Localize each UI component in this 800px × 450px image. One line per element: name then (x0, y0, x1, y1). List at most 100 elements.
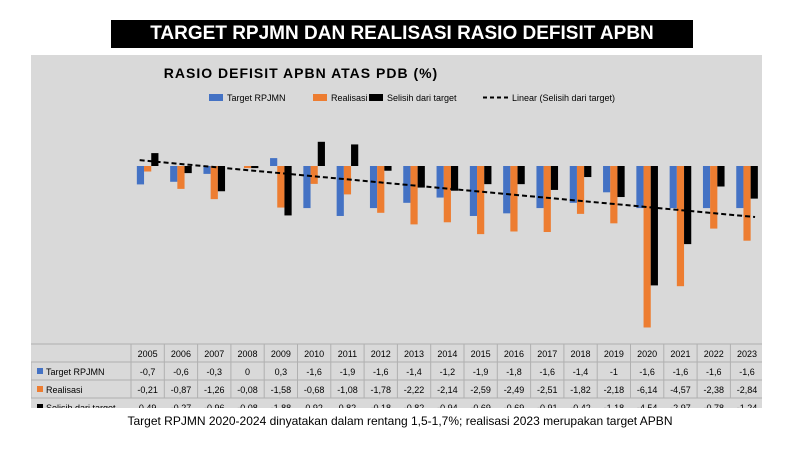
chart-legend: Target RPJMN Realisasi Selisih dari target… (209, 93, 615, 103)
data-label-selisih-dari-target-2010: 0,92 (305, 403, 323, 408)
bar-selisih-dari-target-2018 (584, 166, 592, 178)
bar-realisasi-2020 (643, 166, 651, 328)
data-label-selisih-dari-target-2021: -2,97 (670, 403, 691, 408)
data-label-realisasi-2011: -1,08 (337, 385, 358, 395)
bar-selisih-dari-target-2017 (550, 166, 559, 190)
bar-target-rpjmn-2022 (702, 166, 711, 209)
bar-realisasi-2006 (177, 166, 185, 189)
bar-target-rpjmn-2007 (203, 166, 211, 174)
data-label-selisih-dari-target-2018: -0,42 (570, 403, 591, 408)
data-label-selisih-dari-target-2006: -0,27 (171, 403, 192, 408)
data-label-realisasi-2013: -2,22 (404, 385, 425, 395)
data-label-realisasi-2018: -1,82 (570, 385, 591, 395)
bar-realisasi-2005 (144, 166, 152, 172)
data-label-target-rpjmn-2012: -1,6 (373, 367, 389, 377)
legend-swatch-realisasi (313, 94, 327, 101)
table-row-label-selisih-dari-target: Selisih dari target (46, 403, 116, 408)
bar-selisih-dari-target-2010 (317, 141, 325, 166)
bar-realisasi-2007 (210, 166, 218, 200)
data-label-realisasi-2012: -1,78 (370, 385, 391, 395)
bar-realisasi-2009 (277, 166, 285, 208)
bar-selisih-dari-target-2005 (151, 153, 159, 166)
bar-target-rpjmn-2009 (270, 158, 278, 166)
tick-label-2019: 2019 (604, 349, 624, 359)
data-label-target-rpjmn-2019: -1 (610, 367, 618, 377)
bar-target-rpjmn-2010 (303, 166, 311, 209)
data-label-selisih-dari-target-2013: -0,82 (404, 403, 425, 408)
banner-title: TARGET RPJMN DAN REALISASI RASIO DEFISIT… (111, 20, 693, 72)
data-label-target-rpjmn-2009: 0,3 (275, 367, 288, 377)
data-label-selisih-dari-target-2007: -0,96 (204, 403, 225, 408)
data-label-target-rpjmn-2011: -1,9 (340, 367, 356, 377)
legend-label-trendline: Linear (Selisih dari target) (512, 93, 615, 103)
bar-target-rpjmn-2014 (436, 166, 444, 198)
data-label-target-rpjmn-2015: -1,9 (473, 367, 489, 377)
data-label-selisih-dari-target-2015: -0,69 (470, 403, 491, 408)
chart-area: RASIO DEFISIT APBN ATAS PDB (%) Target R… (30, 55, 765, 413)
tick-label-2008: 2008 (238, 349, 258, 359)
bar-realisasi-2014 (443, 166, 451, 223)
bar-realisasi-2018 (576, 166, 585, 214)
legend-swatch-target-rpjmn (209, 94, 223, 101)
data-label-target-rpjmn-2018: -1,4 (573, 367, 589, 377)
bar-target-rpjmn-2006 (170, 166, 178, 182)
tick-label-2020: 2020 (637, 349, 657, 359)
data-label-selisih-dari-target-2008: -0,08 (237, 403, 258, 408)
data-label-realisasi-2006: -0,87 (171, 385, 192, 395)
tick-label-2021: 2021 (670, 349, 690, 359)
bar-selisih-dari-target-2008 (251, 166, 259, 169)
bar-realisasi-2022 (710, 166, 718, 229)
bar-realisasi-2017 (543, 166, 551, 233)
bar-selisih-dari-target-2014 (450, 166, 459, 191)
data-label-realisasi-2008: -0,08 (237, 385, 258, 395)
data-label-target-rpjmn-2021: -1,6 (673, 367, 689, 377)
bar-target-rpjmn-2011 (336, 166, 344, 216)
bar-selisih-dari-target-2009 (284, 166, 292, 216)
data-label-selisih-dari-target-2020: -4,54 (637, 403, 658, 408)
chart-caption: Target RPJMN 2020-2024 dinyatakan dalam … (127, 414, 673, 428)
bar-selisih-dari-target-2013 (417, 166, 425, 188)
bar-target-rpjmn-2017 (536, 166, 544, 209)
data-label-target-rpjmn-2007: -0,3 (206, 367, 222, 377)
tick-label-2006: 2006 (171, 349, 191, 359)
tick-label-2010: 2010 (304, 349, 324, 359)
data-label-target-rpjmn-2023: -1,6 (739, 367, 755, 377)
data-label-realisasi-2015: -2,59 (470, 385, 491, 395)
tick-label-2016: 2016 (504, 349, 524, 359)
data-label-target-rpjmn-2013: -1,4 (406, 367, 422, 377)
tick-label-2014: 2014 (437, 349, 457, 359)
tick-label-2022: 2022 (704, 349, 724, 359)
bar-selisih-dari-target-2019 (617, 166, 625, 198)
bar-selisih-dari-target-2007 (217, 166, 226, 192)
bar-selisih-dari-target-2023 (750, 166, 758, 199)
deficit-ratio-chart: RASIO DEFISIT APBN ATAS PDB (%) Target R… (30, 65, 765, 413)
chart-title: RASIO DEFISIT APBN ATAS PDB (%) (164, 65, 438, 81)
table-key-target-rpjmn (37, 368, 43, 374)
bar-target-rpjmn-2020 (636, 166, 644, 209)
data-label-realisasi-2009: -1,58 (271, 385, 292, 395)
bar-selisih-dari-target-2011 (351, 144, 359, 166)
bar-realisasi-2015 (477, 166, 485, 235)
bar-realisasi-2010 (310, 166, 318, 184)
data-label-selisih-dari-target-2016: -0,69 (504, 403, 525, 408)
bar-realisasi-2021 (676, 166, 685, 287)
bar-group (136, 141, 758, 328)
data-label-realisasi-2014: -2,14 (437, 385, 458, 395)
data-label-selisih-dari-target-2011: 0,82 (339, 403, 357, 408)
legend-label-selisih-dari-target: Selisih dari target (387, 93, 457, 103)
bar-target-rpjmn-2018 (569, 166, 577, 203)
bar-target-rpjmn-2005 (136, 166, 145, 185)
data-label-target-rpjmn-2016: -1,8 (506, 367, 522, 377)
table-key-selisih-dari-target (37, 404, 43, 410)
legend-swatch-selisih-dari-target (369, 94, 383, 101)
bar-realisasi-2019 (610, 166, 618, 224)
bar-target-rpjmn-2021 (669, 166, 677, 209)
data-label-realisasi-2007: -1,26 (204, 385, 225, 395)
bar-target-rpjmn-2019 (603, 166, 611, 193)
bar-target-rpjmn-2015 (469, 166, 478, 216)
trendline-selisih (139, 159, 756, 218)
tick-label-2007: 2007 (204, 349, 224, 359)
data-label-selisih-dari-target-2022: -0,78 (703, 403, 724, 408)
bar-realisasi-2013 (410, 166, 418, 225)
data-label-realisasi-2023: -2,84 (737, 385, 758, 395)
